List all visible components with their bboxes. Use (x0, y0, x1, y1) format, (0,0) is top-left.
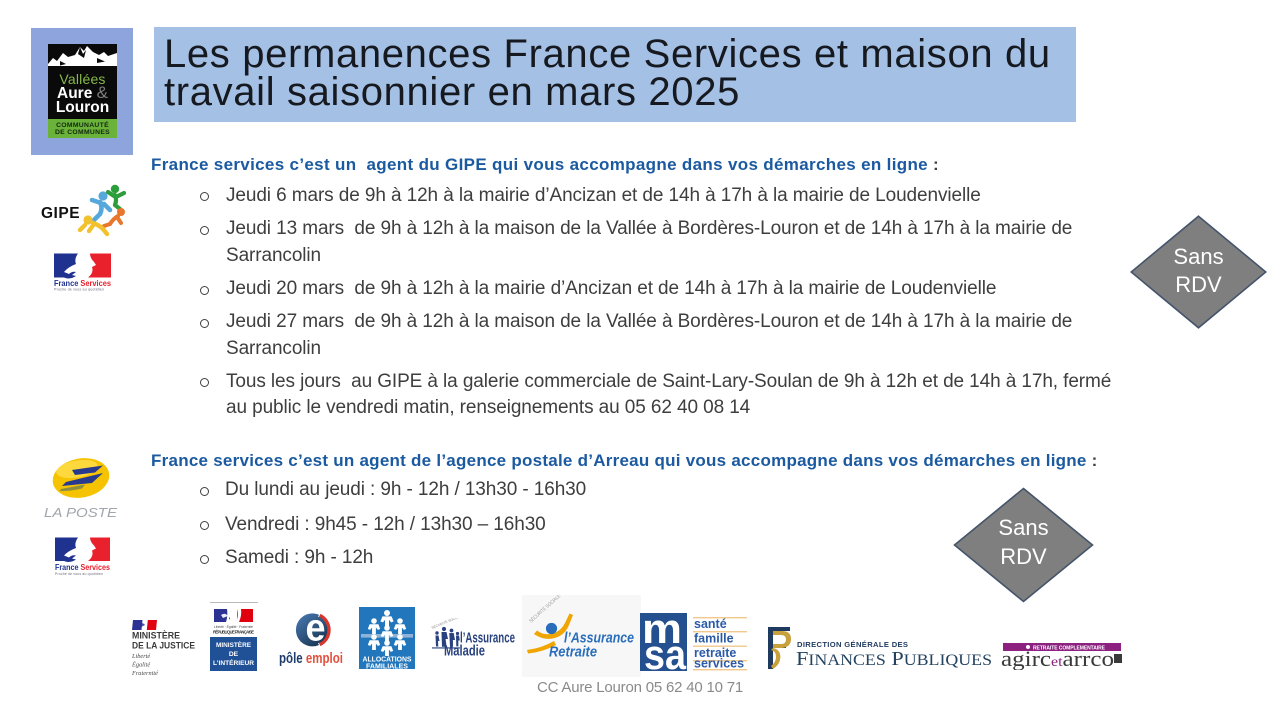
svg-text:RÉPUBLIQUE FRANÇAISE: RÉPUBLIQUE FRANÇAISE (213, 630, 254, 635)
svg-text:services: services (694, 657, 744, 671)
svg-text:Fraternité: Fraternité (131, 670, 159, 676)
svg-text:L’INTÉRIEUR: L’INTÉRIEUR (213, 658, 254, 667)
svg-text:Maladie: Maladie (444, 643, 485, 660)
svg-text:DE LA JUSTICE: DE LA JUSTICE (132, 641, 195, 651)
svg-text:Retraite: Retraite (549, 644, 597, 661)
svg-text:SÉCURITÉ SOCIALE: SÉCURITÉ SOCIALE (431, 618, 464, 630)
svg-text:sa: sa (644, 631, 687, 671)
svg-text:DE: DE (229, 651, 239, 658)
svg-text:France Services: France Services (54, 278, 111, 288)
svg-text:l’Assurance: l’Assurance (564, 630, 634, 647)
svg-text:famille: famille (694, 632, 734, 646)
svg-text:MINISTÈRE: MINISTÈRE (132, 631, 180, 641)
svg-text:Proche de vous au quotidien: Proche de vous au quotidien (55, 572, 103, 576)
svg-text:LA POSTE: LA POSTE (44, 506, 118, 520)
svg-text:Égalité: Égalité (131, 661, 151, 669)
svg-text:SÉCURITÉ SOCIALE: SÉCURITÉ SOCIALE (528, 595, 563, 624)
svg-text:Liberté · Égalité · Fraternité: Liberté · Égalité · Fraternité (214, 624, 253, 629)
svg-text:retraite: retraite (694, 646, 736, 660)
svg-text:France Services: France Services (55, 563, 110, 572)
svg-text:pôle emploi: pôle emploi (279, 650, 343, 666)
svg-text:santé: santé (694, 617, 727, 631)
svg-text:e: e (306, 610, 326, 650)
svg-text:MINISTÈRE: MINISTÈRE (216, 640, 252, 649)
svg-text:Proche de vous au quotidien: Proche de vous au quotidien (54, 288, 104, 292)
svg-text:FAMILIALES: FAMILIALES (366, 662, 408, 670)
svg-text:DIRECTION GÉNÉRALE DES: DIRECTION GÉNÉRALE DES (797, 640, 908, 649)
svg-text:m: m (642, 613, 682, 652)
svg-text:Liberté: Liberté (131, 653, 151, 660)
svg-text:RETRAITE COMPLEMENTAIRE: RETRAITE COMPLEMENTAIRE (1033, 645, 1106, 651)
svg-text:ALLOCATIONS: ALLOCATIONS (363, 655, 412, 664)
svg-text:l’Assurance: l’Assurance (460, 630, 515, 647)
